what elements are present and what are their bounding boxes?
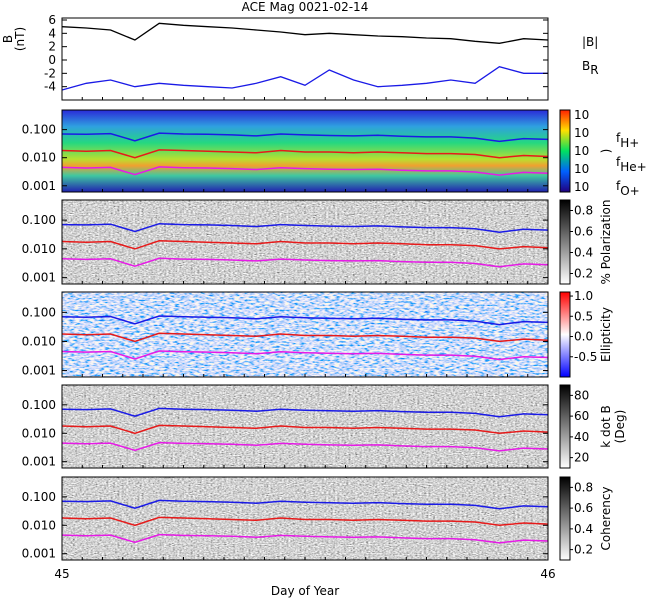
colorbar-tick-label: 0.0 (574, 330, 593, 344)
frequency-line (61, 132, 549, 143)
frequency-line (61, 533, 549, 544)
x-axis-label: Day of Year (271, 584, 339, 598)
legend-label: fHe+ (616, 155, 647, 174)
frequency-line (61, 350, 549, 361)
y-axis-label: (nT) (13, 27, 27, 51)
y-tick-label: 0.001 (22, 547, 56, 561)
colorbar (559, 199, 571, 285)
colorbar-tick-label: 10 (574, 126, 589, 140)
legend-label: |B| (582, 35, 598, 49)
legend-subscript: He+ (620, 160, 646, 174)
frequency-line (61, 332, 549, 343)
legend-subscript: O+ (620, 184, 640, 198)
frequency-line (61, 315, 549, 326)
colorbar-tick-label: 10 (574, 180, 589, 194)
y-tick-label: 2 (48, 40, 56, 54)
spectrogram-texture (62, 385, 548, 468)
colorbar-label: Ellipticity (599, 307, 613, 362)
spectrogram-texture (62, 477, 548, 560)
y-tick-label: 0.001 (22, 271, 56, 285)
frequency-line (61, 166, 549, 176)
y-axis-label: B (1, 35, 15, 43)
colorbar-label: % Polarization (599, 200, 613, 285)
y-tick-label: 0.100 (22, 490, 56, 504)
frequency-line (61, 424, 549, 435)
colorbar-tick-label: 0.2 (574, 267, 593, 281)
plot-frame (61, 17, 549, 101)
y-tick-label: 0.010 (22, 151, 56, 165)
y-tick-label: 0.100 (22, 305, 56, 319)
colorbar-tick-label: 1.0 (574, 289, 593, 303)
legend-subscript: H+ (620, 136, 639, 150)
colorbar-tick-label: 20 (574, 451, 589, 465)
colorbar-tick-label: 10 (574, 144, 589, 158)
frequency-line (61, 516, 549, 527)
colorbar-tick-label: 0.6 (574, 501, 593, 515)
colorbar-tick-label: 0.4 (574, 522, 593, 536)
colorbar (559, 384, 571, 469)
x-tick-label: 46 (540, 567, 555, 581)
frequency-line (61, 240, 549, 250)
spectrogram-texture (62, 292, 548, 377)
frequency-line (61, 407, 549, 418)
colorbar-label: (Deg) (613, 410, 627, 444)
chart-title: ACE Mag 0021-02-14 (242, 0, 369, 14)
y-tick-label: 0.001 (22, 364, 56, 378)
y-tick-label: 0.010 (22, 518, 56, 532)
colorbar (559, 476, 571, 561)
spectrogram (62, 110, 548, 192)
frequency-line (61, 257, 549, 268)
y-tick-label: 6 (48, 13, 56, 27)
legend-subscript: R (590, 63, 598, 77)
line (61, 65, 548, 91)
y-tick-label: -4 (44, 80, 56, 94)
y-tick-label: 0.001 (22, 179, 56, 193)
colorbar (559, 109, 571, 193)
legend-label: fO+ (616, 179, 640, 198)
colorbar-tick-label: 0.5 (574, 309, 593, 323)
frequency-line (61, 222, 549, 233)
colorbar-label: Coherency (599, 486, 613, 550)
colorbar-tick-label: 80 (574, 388, 589, 402)
colorbar-tick-label: 40 (574, 430, 589, 444)
y-tick-label: 0.100 (22, 123, 56, 137)
y-tick-label: 0.010 (22, 426, 56, 440)
y-tick-label: 0 (48, 53, 56, 67)
colorbar-tick-label: 0.4 (574, 246, 593, 260)
frequency-line (61, 499, 549, 510)
colorbar-tick-label: 0.8 (574, 204, 593, 218)
colorbar-label: ) (599, 149, 613, 154)
colorbar-tick-label: 10 (574, 162, 589, 176)
spectrogram-texture (62, 200, 548, 284)
y-tick-label: 0.100 (22, 398, 56, 412)
colorbar-label: k dot B (599, 405, 613, 447)
legend-label: fH+ (616, 131, 639, 150)
colorbar (559, 291, 571, 378)
y-tick-label: 0.010 (22, 334, 56, 348)
colorbar-tick-label: 60 (574, 409, 589, 423)
colorbar-tick-label: -0.5 (574, 350, 597, 364)
colorbar-tick-label: 0.8 (574, 480, 593, 494)
colorbar-tick-label: 0.6 (574, 225, 593, 239)
y-tick-label: 0.010 (22, 242, 56, 256)
frequency-line (61, 149, 549, 159)
colorbar-tick-label: 10 (574, 108, 589, 122)
y-tick-label: 0.100 (22, 213, 56, 227)
legend-label: BR (582, 59, 599, 77)
y-tick-label: 0.001 (22, 455, 56, 469)
line (61, 22, 549, 44)
y-tick-label: 4 (48, 26, 56, 40)
colorbar-tick-label: 0.2 (574, 543, 593, 557)
y-tick-label: -2 (44, 66, 56, 80)
frequency-line (61, 441, 549, 452)
x-tick-label: 45 (54, 567, 69, 581)
